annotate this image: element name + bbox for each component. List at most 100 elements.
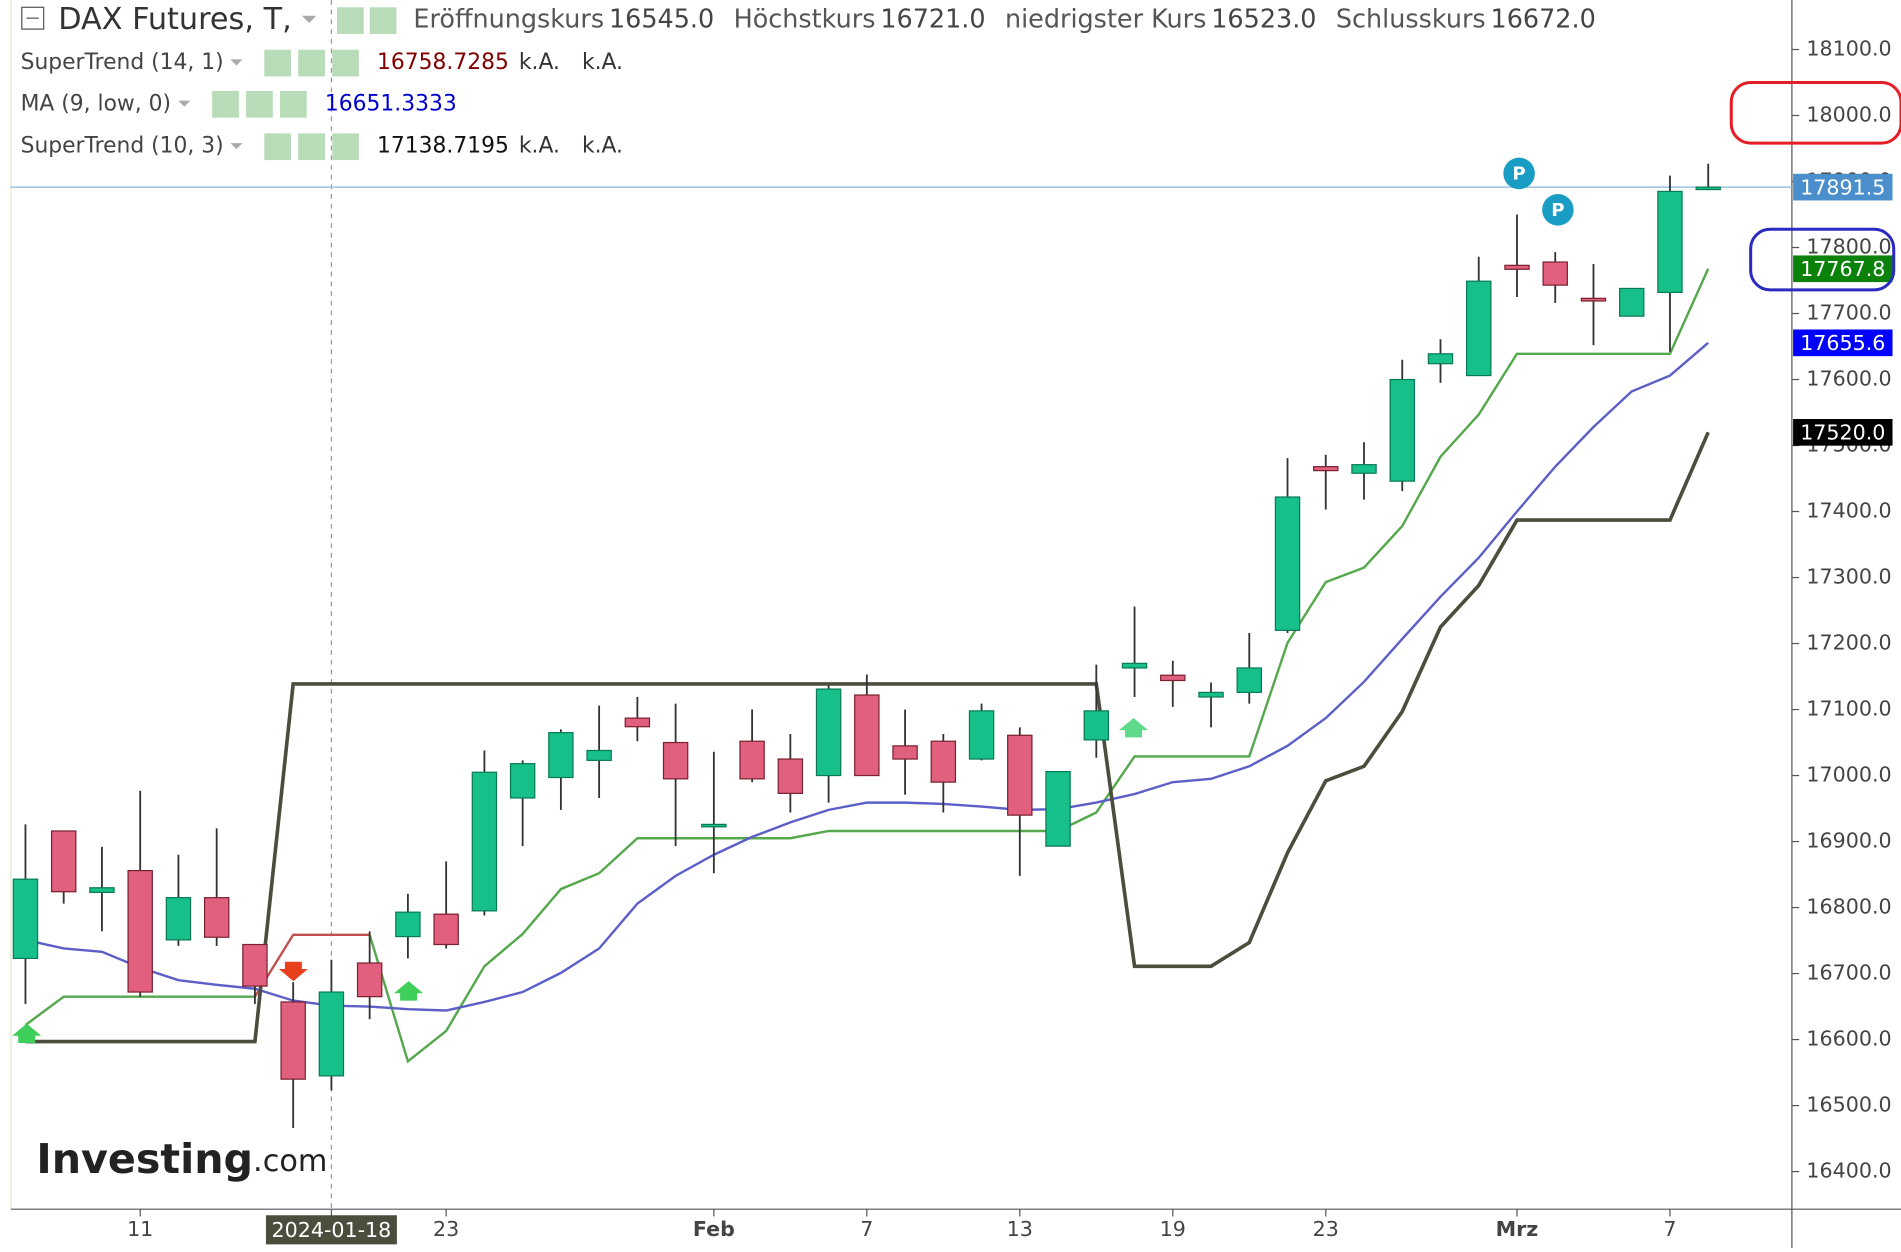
x-tick-label: 11: [127, 1217, 153, 1241]
candle-down: [242, 943, 268, 987]
y-tick-label: 16900.0: [1806, 829, 1891, 853]
y-tick-label: 18100.0: [1806, 37, 1891, 61]
candle-up: [509, 763, 536, 799]
legend-name: SuperTrend (14, 1): [21, 50, 224, 75]
ohlc-fields: Eröffnungskurs 16545.0 Höchstkurs 16721.0 ni…: [413, 5, 1595, 35]
candle-up: [968, 710, 995, 760]
field-label: Höchstkurs: [734, 5, 876, 35]
candle-up: [1045, 770, 1071, 847]
y-tick-label: 17200.0: [1806, 631, 1891, 655]
legend-name: SuperTrend (10, 3): [21, 134, 224, 159]
candle-down: [203, 897, 230, 938]
indicator-line: [368, 268, 1710, 1064]
field-value: 16545.0: [609, 5, 714, 35]
candle-up: [471, 771, 498, 912]
legend: SuperTrend (14, 1) 16758.7285 k.A. k.A. MA (…: [21, 49, 623, 161]
field-label: niedrigster Kurs: [1005, 5, 1206, 35]
crosshair-label: 2024-01-18: [272, 1218, 392, 1242]
candle-down: [1007, 734, 1033, 816]
candle-down: [892, 745, 918, 760]
watermark: Investing.com: [36, 1135, 327, 1183]
buy-arrow: [1119, 717, 1149, 738]
candle-up: [586, 749, 612, 761]
pivot-marker: [1542, 194, 1574, 226]
remove-icon[interactable]: [280, 90, 307, 118]
watermark-main: Investing: [36, 1135, 253, 1183]
candle-down: [1313, 466, 1339, 472]
candle-up: [548, 732, 574, 779]
candle-down: [739, 740, 765, 780]
x-tick-label: 19: [1160, 1217, 1186, 1241]
legend-extra: k.A.: [582, 50, 623, 75]
remove-icon[interactable]: [332, 133, 359, 161]
x-tick-label: 7: [1663, 1217, 1676, 1241]
dropdown[interactable]: [230, 143, 243, 150]
y-tick-label: 17100.0: [1806, 697, 1891, 721]
dropdown[interactable]: [178, 100, 191, 107]
settings-icon[interactable]: [298, 133, 325, 161]
candle-up: [1657, 190, 1683, 294]
x-tick-label: 23: [1313, 1217, 1339, 1241]
price-label-box: [1793, 329, 1893, 357]
plot: 16400.0 16500.0 16600.0 16700.0 16800.0 16900…: [10, 0, 1893, 1245]
visibility-icon[interactable]: [264, 133, 291, 161]
pivot-marker: [1503, 157, 1535, 190]
y-tick-label: 17600.0: [1806, 367, 1891, 391]
candle-up: [395, 911, 421, 938]
candle-down: [1160, 674, 1186, 682]
candle-down: [777, 758, 804, 794]
settings-icon[interactable]: [246, 90, 273, 118]
candle-down: [127, 869, 153, 993]
indicator-line: [25, 341, 1709, 1012]
price-label: 17655.6: [1800, 331, 1885, 355]
pivot-marker-label: P: [1551, 200, 1564, 221]
highlight-ellipse: [1749, 227, 1896, 292]
candle-up: [1618, 287, 1645, 317]
collapse-button[interactable]: [21, 6, 45, 30]
y-tick-label: 17000.0: [1806, 763, 1891, 787]
candle-down: [50, 830, 77, 893]
y-tick-label: 17300.0: [1806, 565, 1891, 589]
visibility-icon[interactable]: [264, 49, 291, 77]
candle-down: [280, 1001, 306, 1080]
dropdown[interactable]: [301, 15, 317, 24]
indicator-line: [253, 933, 370, 998]
candle-up: [89, 887, 115, 893]
price-label-box: [1793, 418, 1893, 446]
settings-icon[interactable]: [298, 49, 325, 77]
legend-extra: k.A.: [519, 134, 560, 159]
candle-up: [1695, 186, 1721, 191]
legend-value: 17138.7195: [377, 134, 509, 159]
candle-up: [1351, 464, 1377, 474]
price-label: 17520.0: [1800, 421, 1885, 445]
y-tick-label: 17400.0: [1806, 499, 1891, 523]
chart-title: DAX Futures, T,: [58, 2, 292, 37]
candle-down: [1504, 264, 1530, 270]
candle-up: [1274, 496, 1301, 631]
candle-down: [356, 962, 383, 998]
candle-down: [662, 741, 689, 780]
candle-down: [1542, 261, 1568, 286]
price-label-box: [1793, 255, 1893, 283]
crosshair-label-box: [265, 1215, 397, 1245]
price-label-box: [1793, 173, 1893, 201]
dropdown[interactable]: [230, 59, 243, 66]
legend-extra: k.A.: [519, 50, 560, 75]
candle-up: [701, 823, 727, 828]
candle-down: [433, 913, 459, 946]
pivot-marker-label: P: [1512, 164, 1525, 185]
buy-arrow: [394, 981, 424, 1001]
candle-up: [1083, 710, 1110, 741]
y-tick-label: 16600.0: [1806, 1027, 1891, 1051]
x-tick-label: 13: [1007, 1217, 1033, 1241]
settings-icon[interactable]: [369, 7, 397, 34]
visibility-icon[interactable]: [212, 90, 239, 118]
candle-up: [1466, 280, 1492, 377]
watermark-suffix: .com: [253, 1143, 327, 1178]
remove-icon[interactable]: [332, 49, 359, 77]
candle-up: [1121, 662, 1148, 669]
visibility-icon[interactable]: [337, 7, 364, 34]
field-value: 16672.0: [1491, 5, 1596, 35]
